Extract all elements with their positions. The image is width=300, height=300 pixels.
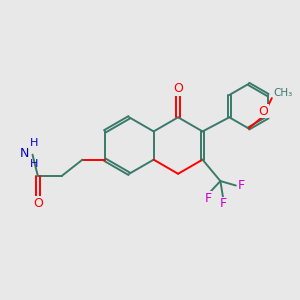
Text: N: N — [20, 147, 29, 160]
Text: H: H — [30, 138, 38, 148]
Text: F: F — [237, 179, 244, 192]
Text: O: O — [259, 105, 269, 118]
Text: O: O — [173, 82, 183, 95]
Text: H: H — [30, 159, 38, 169]
Text: F: F — [220, 197, 227, 210]
Text: O: O — [33, 196, 43, 210]
Text: F: F — [204, 192, 211, 205]
Text: CH₃: CH₃ — [273, 88, 292, 98]
